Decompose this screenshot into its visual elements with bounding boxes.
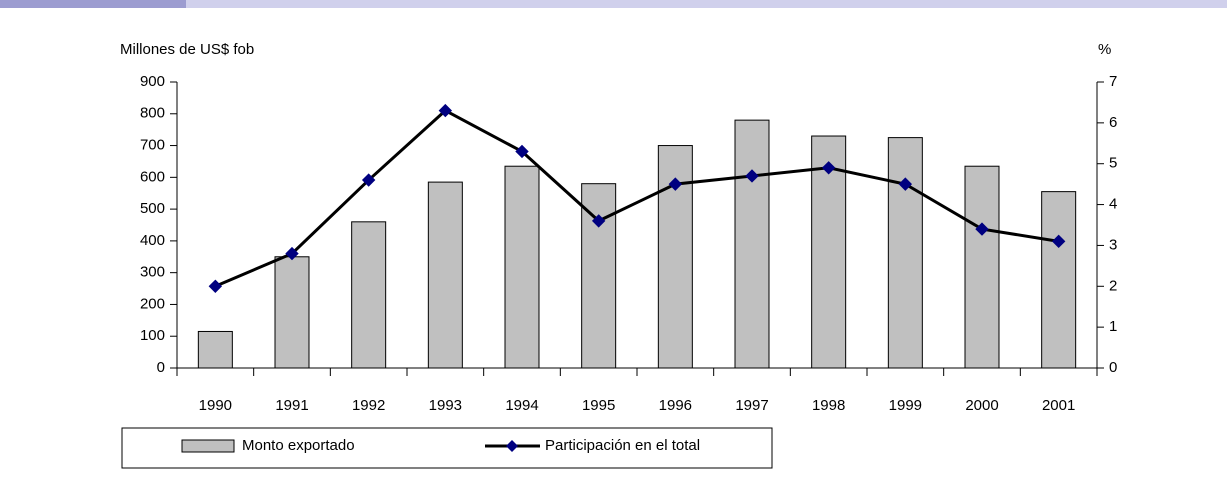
y2-tick-label: 3 bbox=[1109, 236, 1117, 253]
legend-label: Monto exportado bbox=[242, 437, 355, 454]
y2-tick-label: 7 bbox=[1109, 73, 1117, 90]
y-tick-label: 700 bbox=[140, 137, 165, 154]
marker bbox=[591, 214, 606, 228]
bar bbox=[504, 165, 540, 369]
x-tick-label: 1995 bbox=[582, 397, 615, 414]
y-tick-label: 300 bbox=[140, 264, 165, 281]
bar bbox=[351, 221, 387, 369]
y-tick-label: 400 bbox=[140, 232, 165, 249]
x-tick-label: 1999 bbox=[889, 397, 922, 414]
x-tick-label: 1996 bbox=[659, 397, 692, 414]
marker bbox=[361, 173, 376, 187]
bar bbox=[1041, 191, 1077, 369]
x-tick-label: 2000 bbox=[965, 397, 998, 414]
bar bbox=[197, 330, 233, 369]
y2-tick-label: 2 bbox=[1109, 277, 1117, 294]
y2-tick-label: 0 bbox=[1109, 359, 1117, 376]
bar bbox=[887, 137, 923, 369]
marker bbox=[668, 177, 683, 191]
marker bbox=[208, 279, 223, 293]
x-tick-label: 1997 bbox=[735, 397, 768, 414]
marker bbox=[515, 144, 529, 159]
y-tick-label: 200 bbox=[140, 295, 165, 312]
y-tick-label: 0 bbox=[157, 359, 165, 376]
legend-label: Participación en el total bbox=[545, 437, 700, 454]
marker bbox=[438, 103, 453, 118]
x-tick-label: 1994 bbox=[505, 397, 538, 414]
bar bbox=[734, 119, 770, 369]
y-tick-label: 500 bbox=[140, 200, 165, 217]
marker bbox=[975, 222, 989, 236]
marker bbox=[285, 246, 299, 261]
x-tick-label: 2001 bbox=[1042, 397, 1075, 414]
x-tick-label: 1993 bbox=[429, 397, 462, 414]
top-band-accent bbox=[0, 0, 186, 8]
y-tick-label: 100 bbox=[140, 327, 165, 344]
x-tick-label: 1990 bbox=[199, 397, 232, 414]
y-axis-title: Millones de US$ fob bbox=[120, 41, 254, 58]
y2-tick-label: 6 bbox=[1109, 114, 1117, 131]
x-tick-label: 1992 bbox=[352, 397, 385, 414]
y-tick-label: 600 bbox=[140, 168, 165, 185]
bar bbox=[274, 256, 310, 369]
line bbox=[214, 108, 1059, 288]
marker bbox=[1051, 234, 1066, 249]
legend-swatch bbox=[181, 439, 235, 453]
x-tick-label: 1991 bbox=[275, 397, 308, 414]
y2-axis-title: % bbox=[1098, 41, 1111, 58]
y2-tick-label: 4 bbox=[1109, 196, 1117, 213]
top-band bbox=[0, 0, 1227, 8]
y-tick-label: 900 bbox=[140, 73, 165, 90]
legend-marker bbox=[506, 440, 518, 452]
legend-box bbox=[121, 427, 773, 469]
marker bbox=[821, 161, 836, 175]
y2-tick-label: 5 bbox=[1109, 155, 1117, 172]
y-tick-label: 800 bbox=[140, 105, 165, 122]
bar bbox=[427, 181, 463, 369]
marker bbox=[745, 169, 759, 183]
y2-tick-label: 1 bbox=[1109, 318, 1117, 335]
bar bbox=[811, 135, 847, 369]
marker bbox=[898, 177, 913, 191]
x-tick-label: 1998 bbox=[812, 397, 845, 414]
bar bbox=[964, 165, 1000, 369]
